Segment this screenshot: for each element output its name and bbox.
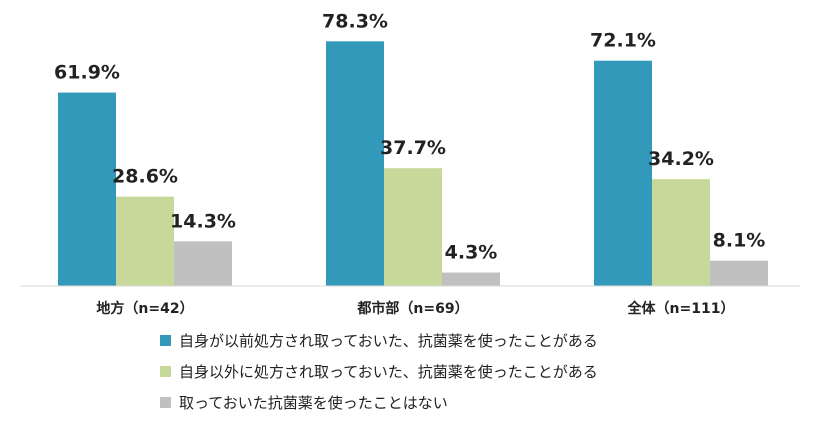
legend-item: 自身以外に処方され取っておいた、抗菌薬を使ったことがある	[160, 361, 598, 381]
legend-label: 自身が以前処方され取っておいた、抗菌薬を使ったことがある	[179, 331, 598, 350]
category-label: 全体（n=111）	[627, 300, 735, 317]
data-label: 28.6%	[112, 166, 178, 188]
data-label: 72.1%	[590, 30, 656, 52]
bar	[652, 179, 710, 286]
legend-label: 自身以外に処方され取っておいた、抗菌薬を使ったことがある	[179, 362, 598, 381]
bar	[594, 60, 652, 286]
legend: 自身が以前処方され取っておいた、抗菌薬を使ったことがある 自身以外に処方され取っ…	[160, 330, 598, 423]
bar	[116, 196, 174, 286]
data-label: 61.9%	[54, 62, 120, 84]
data-label: 34.2%	[648, 148, 714, 170]
category-label: 地方（n=42）	[96, 300, 193, 317]
bar	[710, 260, 768, 286]
legend-item: 自身が以前処方され取っておいた、抗菌薬を使ったことがある	[160, 330, 598, 350]
data-label: 14.3%	[170, 210, 236, 232]
bar	[58, 92, 116, 286]
legend-swatch	[160, 334, 171, 346]
legend-swatch	[160, 396, 171, 408]
bar	[174, 241, 232, 286]
legend-label: 取っておいた抗菌薬を使ったことはない	[179, 393, 448, 412]
bar	[384, 168, 442, 286]
legend-item: 取っておいた抗菌薬を使ったことはない	[160, 392, 598, 412]
data-label: 37.7%	[380, 137, 446, 159]
data-label: 4.3%	[445, 242, 498, 264]
legend-swatch	[160, 365, 171, 377]
category-label: 都市部（n=69）	[356, 300, 468, 317]
data-label: 8.1%	[713, 230, 766, 252]
bar	[326, 41, 384, 286]
data-label: 78.3%	[322, 10, 388, 32]
bar	[442, 272, 500, 286]
